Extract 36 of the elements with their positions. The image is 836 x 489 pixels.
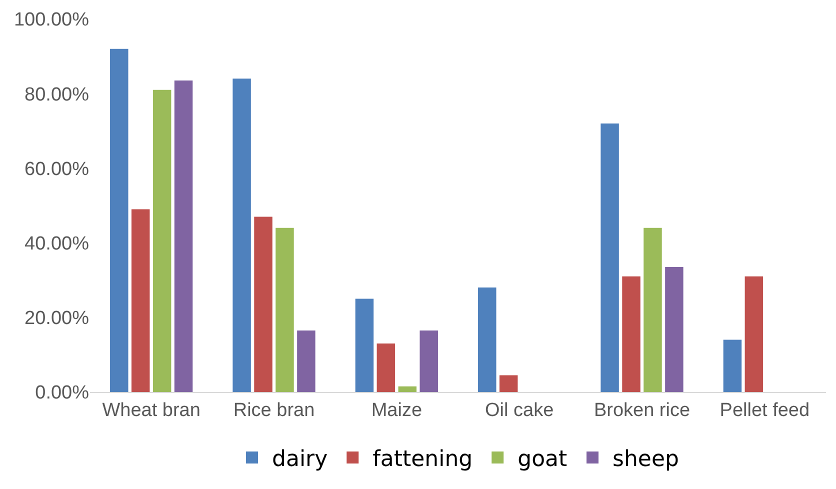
bar (232, 78, 251, 392)
x-tick-label: Rice bran (233, 400, 315, 421)
legend-label: goat (518, 447, 568, 472)
bar (744, 276, 764, 392)
bar (152, 90, 172, 392)
bar (723, 340, 742, 392)
bar (355, 298, 374, 392)
bar (622, 276, 640, 392)
bar (398, 386, 417, 392)
y-tick-label: 60.00% (24, 158, 90, 180)
y-tick-label: 40.00% (24, 233, 90, 254)
x-tick-label: Broken rice (594, 400, 690, 421)
bar (478, 288, 496, 392)
bar (376, 344, 396, 392)
y-tick-label: 20.00% (24, 308, 90, 330)
y-tick-label: 80.00% (24, 84, 90, 106)
legend-label: sheep (612, 447, 679, 472)
x-tick-label: Oil cake (485, 400, 554, 421)
x-tick-label: Maize (371, 400, 422, 421)
legend-label: dairy (272, 447, 328, 472)
x-tick-label: Wheat bran (102, 400, 200, 421)
bar (297, 330, 316, 392)
bar (110, 48, 128, 392)
bar (254, 216, 272, 392)
bar (420, 330, 438, 392)
bar (131, 209, 150, 392)
x-tick-label: Pellet feed (720, 400, 810, 421)
y-tick-label: 100.00% (14, 10, 90, 31)
bar (644, 228, 662, 392)
bar (174, 80, 193, 392)
bar (499, 375, 518, 392)
y-tick-label: 0.00% (35, 382, 90, 404)
bar (600, 123, 619, 392)
bar (665, 267, 684, 392)
bar (276, 228, 294, 392)
legend-label: fattening (372, 447, 473, 472)
